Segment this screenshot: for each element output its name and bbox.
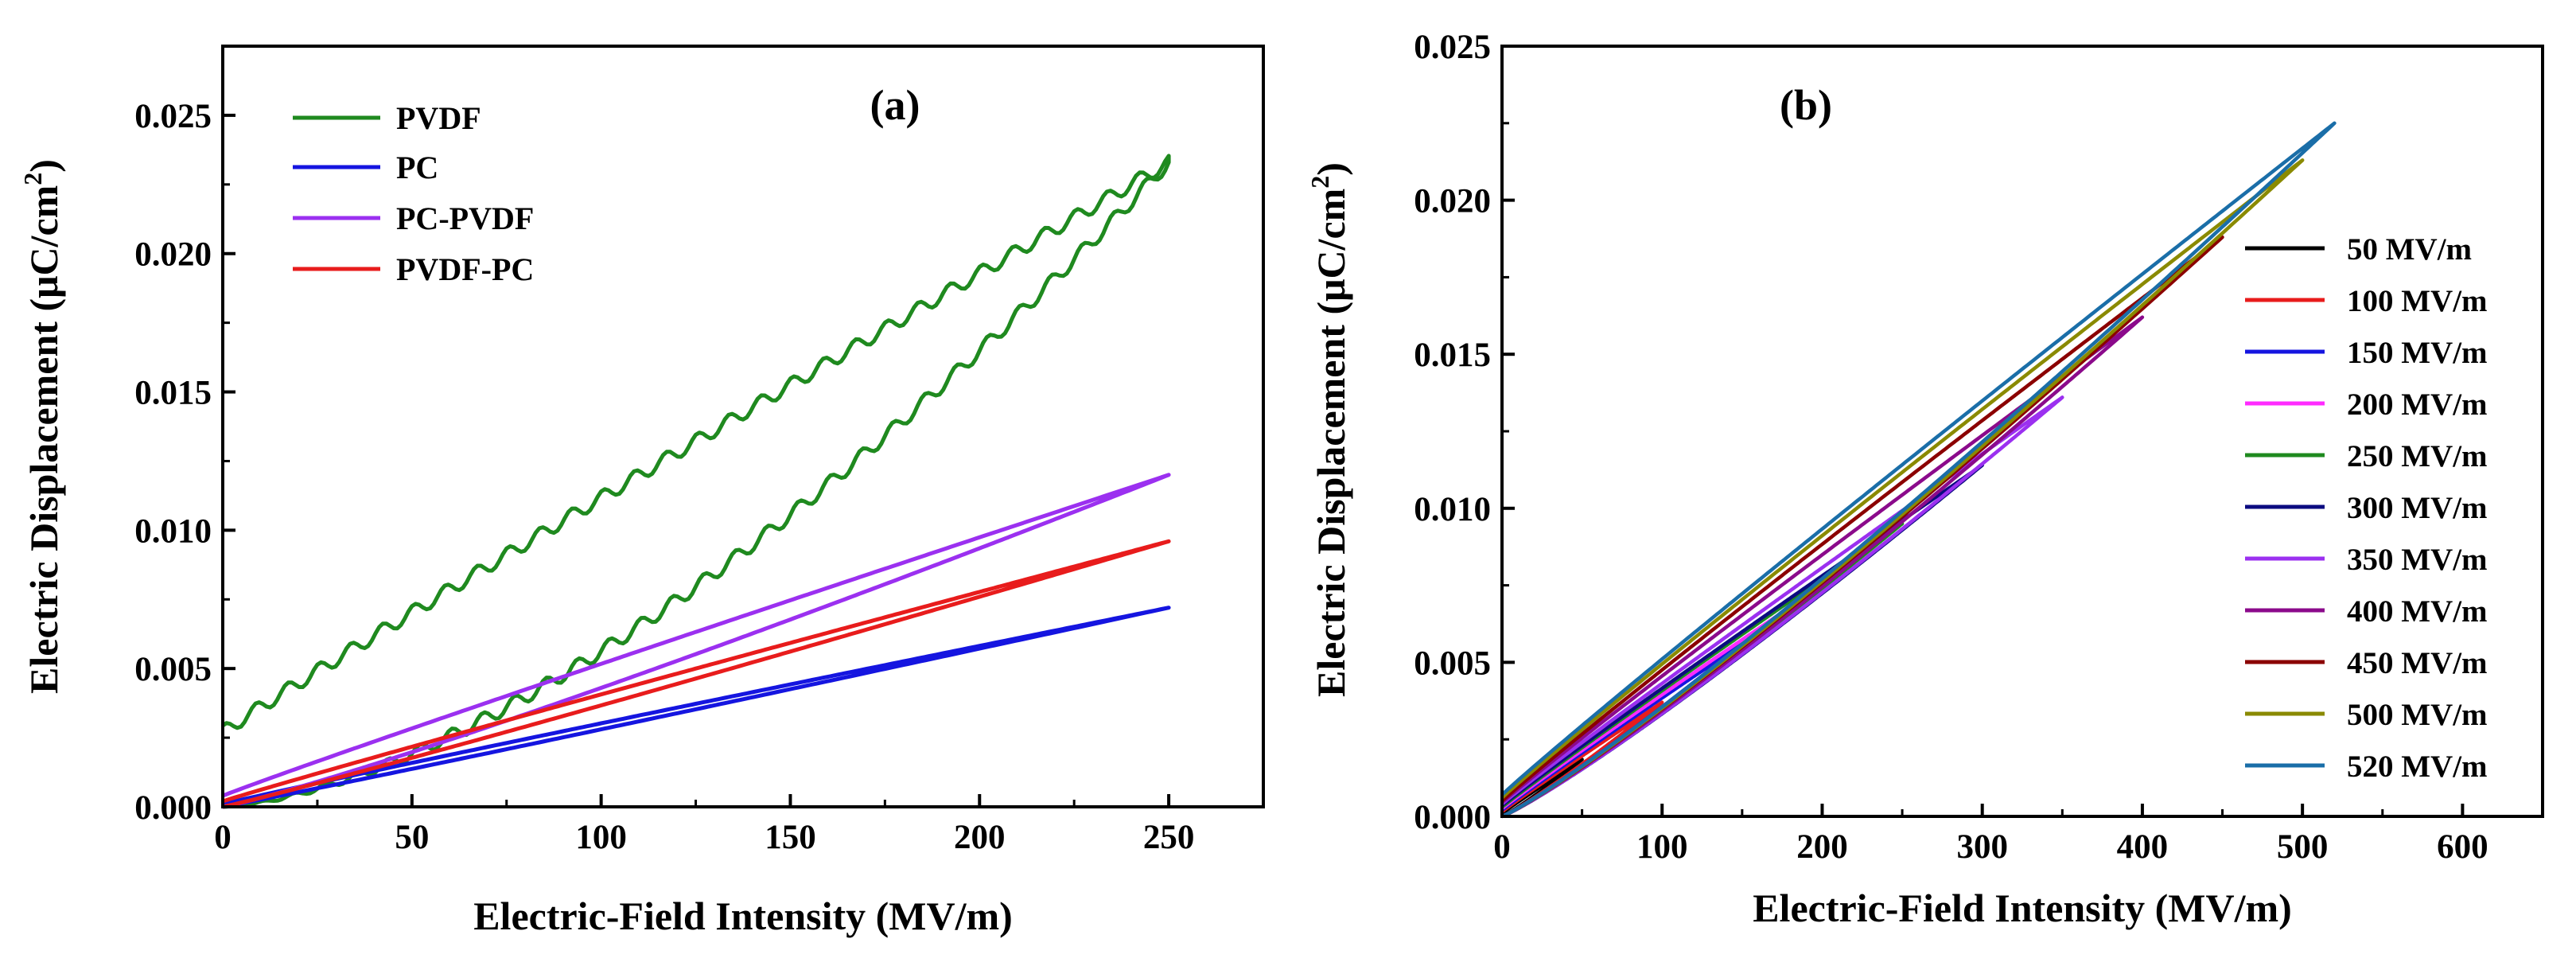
legend-label-200: 200 MV/m [2347, 388, 2488, 422]
series-line-400-mv-m [1500, 315, 2145, 819]
x-axis-title-a: Electric-Field Intensity (MV/m) [473, 894, 1013, 938]
series-lines-b [1500, 121, 2337, 819]
legend-item-400: 400 MV/m [2245, 594, 2488, 629]
legend-item-pc-pvdf: PC-PVDF [293, 201, 534, 236]
legend-label-pvdf-pc: PVDF-PC [396, 251, 534, 287]
legend-label-100: 100 MV/m [2347, 284, 2488, 318]
axis-ticks-a: 0 50 100 150 200 250 0.000 0.005 0.010 0.015 0.020… [134, 98, 1194, 856]
y-tick-label-b-5: 0.025 [1414, 29, 1491, 66]
legend-label-150: 150 MV/m [2347, 336, 2488, 370]
y-tick-label-b-0: 0.000 [1414, 799, 1491, 836]
series-line-520-mv-m [1500, 121, 2337, 819]
legend-item-pc: PC [293, 150, 438, 185]
x-tick-label-b-2: 200 [1796, 828, 1848, 866]
y-tick-label-b-2: 0.010 [1414, 491, 1491, 528]
legend-item-150: 150 MV/m [2245, 336, 2488, 370]
y-tick-label-b-4: 0.020 [1414, 183, 1491, 220]
legend-item-pvdf: PVDF [293, 100, 481, 136]
legend-label-pc: PC [396, 150, 438, 185]
legend-item-100: 100 MV/m [2245, 284, 2488, 318]
y-axis-title-b: Electric Displacement (μC/cm2) [1306, 162, 1353, 697]
series-line-pc [222, 606, 1171, 809]
legend-label-400: 400 MV/m [2347, 594, 2488, 629]
y-axis-title-a: Electric Displacement (μC/cm2) [18, 159, 66, 694]
legend-item-520: 520 MV/m [2245, 750, 2488, 784]
y-tick-label-a-5: 0.025 [134, 98, 212, 135]
legend-label-pc-pvdf: PC-PVDF [396, 201, 534, 236]
legend-item-50: 50 MV/m [2245, 232, 2472, 267]
legend-a: PVDF PC PC-PVDF PVDF-PC [293, 100, 534, 287]
legend-label-450: 450 MV/m [2347, 646, 2488, 680]
x-tick-label-b-1: 100 [1636, 828, 1688, 866]
y-axis-title-sup-b: 2 [1306, 176, 1334, 189]
y-tick-label-b-3: 0.015 [1414, 337, 1491, 374]
chart-panel-b: 0 100 200 300 400 500 600 0.000 0.005 0.010 0.015 0… [1306, 29, 2544, 930]
x-tick-label-b-6: 600 [2437, 828, 2488, 866]
plot-frame-a [221, 45, 1265, 808]
series-line-pc-pvdf [222, 473, 1171, 809]
y-tick-label-a-2: 0.010 [134, 512, 212, 550]
y-axis-title-sup-a: 2 [18, 173, 47, 185]
x-tick-label-b-4: 400 [2117, 828, 2169, 866]
legend-label-250: 250 MV/m [2347, 439, 2488, 473]
chart-panel-a: 0 50 100 150 200 250 0.000 0.005 0.010 0.015 0.020… [18, 45, 1265, 938]
legend-item-200: 200 MV/m [2245, 388, 2488, 422]
y-tick-label-a-4: 0.020 [134, 236, 212, 274]
series-line-350-mv-m [1500, 395, 2064, 819]
y-axis-title-main-b: Electric Displacement (μC/cm [1309, 189, 1353, 697]
y-axis-title-main-a: Electric Displacement (μC/cm [21, 185, 66, 694]
axis-ticks-b: 0 100 200 300 400 500 600 0.000 0.005 0.010 0.015 0… [1414, 29, 2488, 866]
y-tick-label-b-1: 0.005 [1414, 645, 1491, 682]
legend-label-pvdf: PVDF [396, 100, 481, 136]
legend-item-350: 350 MV/m [2245, 543, 2488, 577]
panel-label-a: (a) [870, 81, 920, 129]
legend-label-520: 520 MV/m [2347, 750, 2488, 784]
x-tick-label-a-5: 250 [1143, 819, 1195, 856]
legend-item-250: 250 MV/m [2245, 439, 2488, 473]
panel-label-b: (b) [1780, 81, 1832, 129]
legend-item-500: 500 MV/m [2245, 698, 2488, 732]
legend-label-50: 50 MV/m [2347, 232, 2472, 267]
series-line-pvdf-pc [222, 539, 1171, 809]
x-tick-label-a-0: 0 [214, 819, 232, 856]
x-tick-label-b-0: 0 [1493, 828, 1511, 866]
legend-label-500: 500 MV/m [2347, 698, 2488, 732]
y-tick-label-a-3: 0.015 [134, 375, 212, 412]
x-tick-label-a-3: 150 [765, 819, 816, 856]
legend-label-300: 300 MV/m [2347, 491, 2488, 525]
y-axis-title-close-b: ) [1309, 162, 1353, 176]
legend-item-pvdf-pc: PVDF-PC [293, 251, 534, 287]
legend-item-300: 300 MV/m [2245, 491, 2488, 525]
y-tick-label-a-1: 0.005 [134, 651, 212, 688]
x-tick-label-a-4: 200 [954, 819, 1006, 856]
x-axis-title-b: Electric-Field Intensity (MV/m) [1753, 886, 2292, 930]
y-tick-label-a-0: 0.000 [134, 789, 212, 827]
legend-item-450: 450 MV/m [2245, 646, 2488, 680]
series-line-pvdf [221, 154, 1171, 809]
legend-label-350: 350 MV/m [2347, 543, 2488, 577]
x-tick-label-b-3: 300 [1956, 828, 2008, 866]
x-tick-label-a-1: 50 [395, 819, 429, 856]
legend-b: 50 MV/m 100 MV/m 150 MV/m 200 MV/m 250 M… [2245, 232, 2488, 784]
series-lines-a [221, 154, 1171, 809]
x-tick-label-b-5: 500 [2277, 828, 2329, 866]
y-axis-title-close-a: ) [21, 159, 66, 173]
x-tick-label-a-2: 100 [575, 819, 627, 856]
